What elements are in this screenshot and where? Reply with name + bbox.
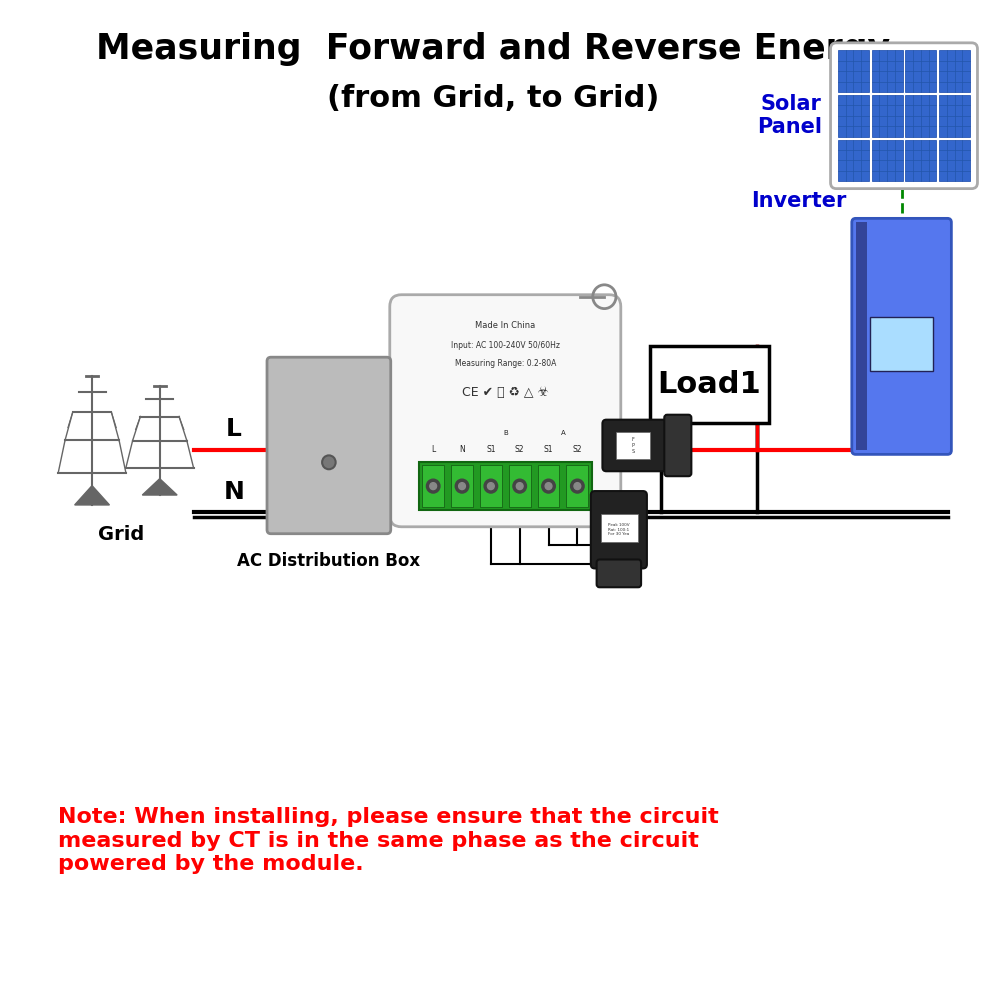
Text: Peak 100V
Rat: 100:1
For 30 Yea: Peak 100V Rat: 100:1 For 30 Yea (608, 523, 630, 536)
FancyBboxPatch shape (591, 491, 647, 568)
FancyBboxPatch shape (664, 415, 691, 476)
FancyBboxPatch shape (831, 43, 977, 189)
Text: L: L (431, 445, 435, 454)
Circle shape (484, 479, 498, 493)
Circle shape (455, 479, 469, 493)
Bar (419, 462, 592, 510)
Text: Measuring Range: 0.2-80A: Measuring Range: 0.2-80A (455, 359, 556, 368)
Text: N: N (459, 445, 465, 454)
Text: B: B (503, 430, 508, 436)
Circle shape (487, 483, 494, 490)
Text: (from Grid, to Grid): (from Grid, to Grid) (327, 84, 659, 113)
Circle shape (516, 483, 523, 490)
Circle shape (426, 479, 440, 493)
Bar (650, 346, 769, 423)
Polygon shape (142, 479, 177, 495)
Bar (616, 432, 650, 459)
Bar (905, 50, 936, 92)
Text: S1: S1 (486, 445, 496, 454)
Bar (566, 465, 588, 507)
Text: AC Distribution Box: AC Distribution Box (237, 552, 420, 570)
FancyBboxPatch shape (602, 420, 684, 471)
Circle shape (459, 483, 465, 490)
Circle shape (322, 455, 336, 469)
Bar (601, 514, 638, 542)
Bar (905, 140, 936, 181)
Circle shape (571, 479, 584, 493)
Text: CE ✔ Ⓡ ♻ △ ☣: CE ✔ Ⓡ ♻ △ ☣ (462, 386, 549, 399)
Text: Note: When installing, please ensure that the circuit
measured by CT is in the s: Note: When installing, please ensure tha… (58, 807, 719, 874)
Text: L: L (226, 417, 242, 441)
Bar (422, 465, 444, 507)
Bar (451, 465, 473, 507)
Text: Made In China: Made In China (475, 322, 535, 330)
FancyBboxPatch shape (852, 218, 951, 454)
Bar (939, 140, 970, 181)
Circle shape (513, 479, 526, 493)
Bar (939, 50, 970, 92)
Text: N: N (224, 480, 245, 504)
Text: Solar
Panel: Solar Panel (757, 94, 822, 137)
Bar (838, 50, 869, 92)
Bar (509, 465, 531, 507)
FancyBboxPatch shape (597, 559, 641, 587)
Text: F
P
S: F P S (632, 437, 635, 454)
Bar (856, 222, 867, 450)
Circle shape (545, 483, 552, 490)
Bar (538, 465, 559, 507)
FancyBboxPatch shape (267, 357, 391, 534)
Text: Grid: Grid (98, 525, 144, 544)
Text: S1: S1 (544, 445, 553, 454)
Bar (872, 50, 903, 92)
FancyBboxPatch shape (390, 295, 621, 527)
Text: Measuring  Forward and Reverse Energy: Measuring Forward and Reverse Energy (96, 32, 890, 66)
Circle shape (430, 483, 437, 490)
Bar (870, 317, 933, 371)
Circle shape (574, 483, 581, 490)
Text: A: A (561, 430, 565, 436)
Text: Inverter: Inverter (751, 191, 846, 211)
Text: S2: S2 (515, 445, 524, 454)
Bar (480, 465, 502, 507)
Bar (939, 95, 970, 137)
Circle shape (542, 479, 555, 493)
Text: Load1: Load1 (657, 370, 761, 399)
Bar (838, 95, 869, 137)
Bar (838, 140, 869, 181)
Text: S2: S2 (573, 445, 582, 454)
Bar (872, 140, 903, 181)
Polygon shape (75, 486, 109, 505)
Text: Input: AC 100-240V 50/60Hz: Input: AC 100-240V 50/60Hz (451, 341, 560, 350)
Bar (872, 95, 903, 137)
Bar (905, 95, 936, 137)
